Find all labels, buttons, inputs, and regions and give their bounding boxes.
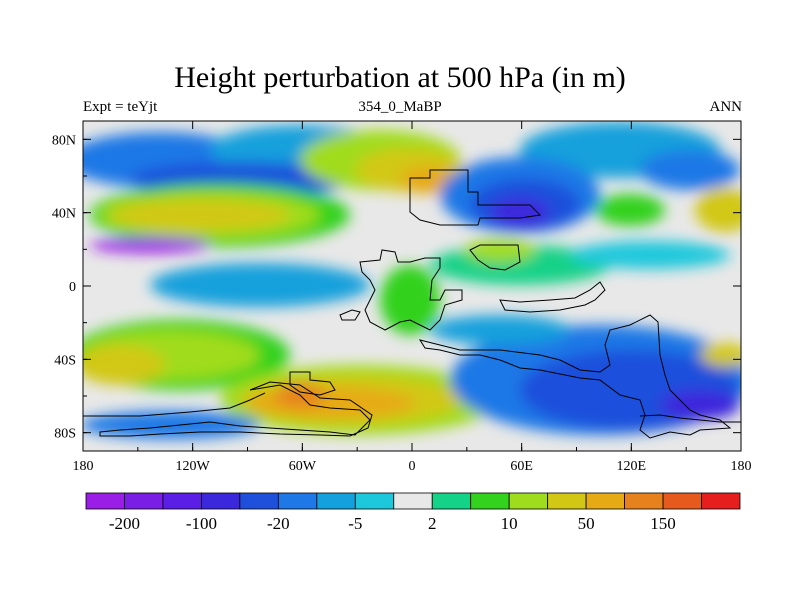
lon-tick-label: 60E [510,459,533,474]
contour-field [83,121,741,451]
colorbar-swatch [701,492,741,510]
colorbar-label: 2 [428,514,437,533]
colorbar-label: -200 [109,514,140,533]
colorbar-swatch [124,492,164,510]
lon-tick-label: 60W [289,459,317,474]
colorbar-label: -100 [186,514,217,533]
colorbar-swatch [662,492,702,510]
lat-tick-label: 80N [52,133,76,148]
lon-tick-label: 180 [731,459,752,474]
lon-tick-label: 120E [617,459,647,474]
colorbar-swatch [431,492,472,510]
colorbar-swatch [201,492,241,510]
colorbar-label: 10 [501,514,518,533]
colorbar-swatch [316,492,356,510]
lon-tick-label: 180 [73,459,94,474]
colorbar-swatch [585,492,625,510]
colorbar-label: -5 [348,514,362,533]
lat-tick-label: 40S [54,353,76,368]
colorbar-swatch [470,492,510,510]
lon-tick-label: 0 [409,459,416,474]
colorbar-swatch [508,492,549,510]
colorbar-label: 150 [650,514,676,533]
colorbar-swatch [277,492,318,510]
colorbar-swatch [239,492,279,510]
lat-tick-label: 40N [52,207,76,222]
colorbar-label: -20 [267,514,290,533]
lat-tick-label: 80S [54,427,76,442]
map-title: Height perturbation at 500 hPa (in m) [174,61,626,94]
lon-tick-label: 120W [176,459,211,474]
colorbar-swatch [354,492,395,510]
colorbar: -200 -100 -20 -5 2 10 50 150 [85,492,741,533]
colorbar-swatch [547,492,587,510]
map-axes: 180 120W 60W 0 60E 120E 180 80N 40N 0 40S 80S [52,121,752,474]
continent-outlines [83,169,741,439]
colorbar-swatch [624,492,664,510]
colorbar-label: 50 [578,514,595,533]
colorbar-swatch [162,492,202,510]
colorbar-swatch [85,492,125,510]
season-label: ANN [709,99,743,115]
lat-tick-label: 0 [69,280,76,295]
time-period-label: 354_0_MaBP [358,99,442,115]
colorbar-swatch [393,492,433,510]
experiment-label: Expt = teYjt [83,99,158,115]
